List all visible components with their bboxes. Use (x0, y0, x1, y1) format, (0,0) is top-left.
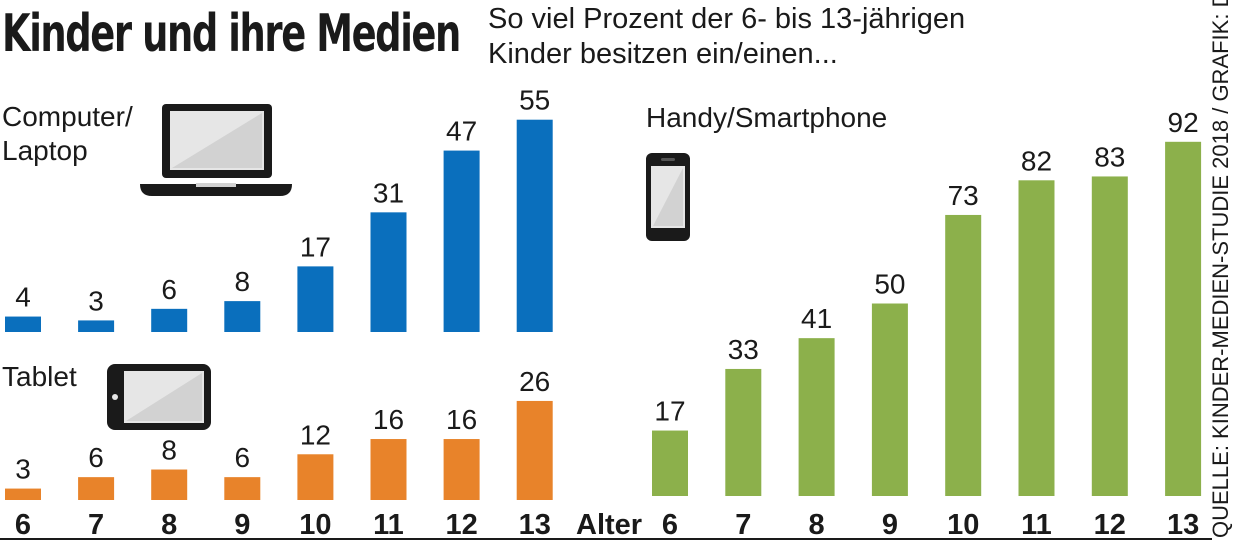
left-x-tick-8: 8 (161, 509, 177, 541)
smartphone-bar-8 (798, 338, 835, 496)
tablet-bar-9 (224, 477, 261, 500)
laptop-bar-11 (370, 212, 407, 332)
laptop-value-label-11: 31 (373, 177, 404, 208)
tablet-bar-8 (151, 469, 188, 500)
laptop-value-label-9: 8 (235, 266, 251, 297)
smartphone-bar-10 (945, 214, 982, 496)
tablet-bar-13 (516, 400, 553, 500)
laptop-value-label-8: 6 (161, 274, 177, 305)
smartphone-bar-7 (725, 368, 762, 496)
smartphone-icon (646, 153, 690, 241)
left-x-tick-9: 9 (234, 509, 250, 541)
subtitle-line-1: So viel Prozent der 6- bis 13-jährigen (488, 3, 966, 35)
laptop-bar-13 (516, 119, 553, 332)
left-x-tick-7: 7 (88, 509, 104, 541)
smartphone-bar-9 (871, 303, 908, 496)
tablet-value-label-6: 3 (15, 454, 31, 485)
tablet-value-label-13: 26 (519, 366, 550, 397)
laptop-bar-12 (443, 150, 480, 332)
right-x-tick-11: 11 (1021, 509, 1052, 541)
left-x-tick-13: 13 (519, 509, 551, 541)
x-axis-label: Alter (576, 509, 642, 541)
laptop-bar-6 (5, 316, 41, 332)
tablet-label-line-1: Tablet (2, 361, 77, 392)
tablet-bar-10 (297, 454, 334, 500)
smartphone-value-label-12: 83 (1094, 141, 1125, 172)
laptop-label-line-1: Computer/ (2, 101, 133, 132)
laptop-bar-7 (78, 320, 115, 332)
bottom-axis-line (0, 538, 1212, 540)
tablet-value-label-9: 6 (235, 442, 251, 473)
tablet-icon (107, 364, 211, 430)
laptop-value-label-7: 3 (88, 285, 104, 316)
laptop-bar-8 (151, 308, 188, 332)
smartphone-value-label-6: 17 (654, 396, 685, 427)
smartphone-value-label-9: 50 (874, 269, 905, 300)
left-x-tick-6: 6 (15, 509, 31, 541)
smartphone-bar-6 (652, 430, 688, 496)
laptop-icon (140, 104, 292, 196)
laptop-label-line-2: Laptop (2, 135, 88, 166)
chart-title: Kinder und ihre Medien (2, 4, 461, 64)
smartphone-bar-11 (1018, 180, 1055, 497)
laptop-value-label-13: 55 (519, 85, 550, 116)
smartphone-value-label-13: 92 (1168, 107, 1199, 138)
bar-charts: Computer/Laptop 4 3 6 8 17 31 47 55 Tablet 3 6 8 6 12 1… (2, 85, 1202, 541)
laptop-bar-9 (224, 301, 261, 332)
smartphone-bar-13 (1165, 141, 1202, 497)
tablet-value-label-11: 16 (373, 404, 404, 435)
tablet-bar-12 (443, 439, 480, 500)
right-x-tick-13: 13 (1167, 509, 1199, 541)
smartphone-value-label-8: 41 (801, 303, 832, 334)
smartphone-value-label-11: 82 (1021, 145, 1052, 176)
tablet-value-label-12: 16 (446, 404, 477, 435)
right-x-tick-8: 8 (809, 509, 825, 541)
laptop-value-label-12: 47 (446, 116, 477, 147)
smartphone-label-line-1: Handy/Smartphone (646, 102, 887, 133)
laptop-value-label-6: 4 (15, 282, 31, 313)
right-x-tick-7: 7 (735, 509, 751, 541)
smartphone-value-label-10: 73 (948, 180, 979, 211)
left-x-tick-11: 11 (373, 509, 404, 541)
smartphone-bar-12 (1091, 176, 1128, 496)
tablet-bar-6 (5, 488, 41, 500)
tablet-bar-7 (78, 477, 115, 500)
right-x-tick-6: 6 (662, 509, 678, 541)
left-x-tick-10: 10 (299, 509, 331, 541)
laptop-bar-10 (297, 266, 334, 332)
tablet-bar-11 (370, 439, 407, 500)
tablet-value-label-8: 8 (161, 435, 177, 466)
left-x-tick-12: 12 (445, 509, 477, 541)
smartphone-value-label-7: 33 (728, 334, 759, 365)
tablet-value-label-7: 6 (88, 442, 104, 473)
laptop-value-label-10: 17 (300, 231, 331, 262)
tablet-value-label-10: 12 (300, 419, 331, 450)
right-x-tick-9: 9 (882, 509, 898, 541)
right-x-tick-12: 12 (1094, 509, 1126, 541)
right-x-tick-10: 10 (947, 509, 979, 541)
subtitle-line-2: Kinder besitzen ein/einen... (488, 38, 838, 70)
chart-subtitle: So viel Prozent der 6- bis 13-jährigen Ki… (488, 2, 965, 72)
